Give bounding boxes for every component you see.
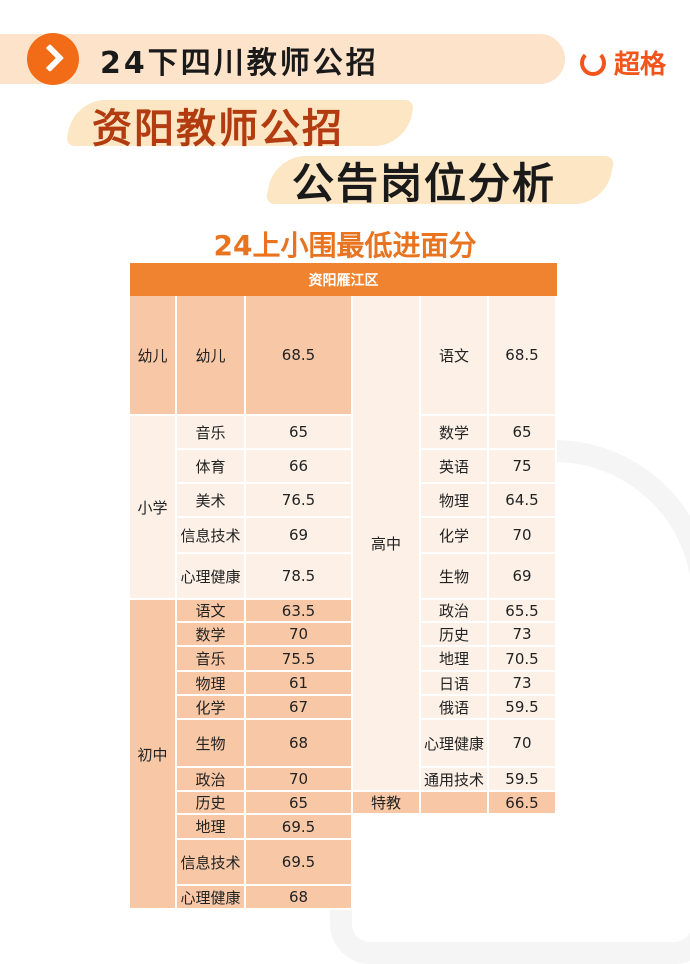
score-cell: 70 xyxy=(246,623,353,647)
table-caption: 24上小围最低进面分 xyxy=(213,229,477,262)
subject-cell: 政治 xyxy=(177,768,246,792)
score-cell: 61 xyxy=(246,672,353,696)
subject-cell: 信息技术 xyxy=(177,840,246,886)
brand-name: 超格 xyxy=(614,50,667,80)
score-cell: 69.5 xyxy=(246,815,353,840)
brand-logo: 超格 xyxy=(580,44,666,81)
score-cell: 69 xyxy=(246,518,353,554)
subject-cell: 日语 xyxy=(421,672,489,696)
score-cell: 73 xyxy=(489,623,557,647)
score-cell: 65 xyxy=(246,792,353,815)
score-cell: 66.5 xyxy=(489,792,557,815)
subject-cell: 俄语 xyxy=(421,696,489,720)
level-cell: 高中 xyxy=(353,296,421,792)
subject-cell: 生物 xyxy=(421,554,489,600)
brand-g-icon xyxy=(580,49,606,76)
score-cell: 68 xyxy=(246,720,353,768)
score-cell: 70 xyxy=(489,518,557,554)
level-cell: 特教 xyxy=(353,792,421,815)
subject-cell: 音乐 xyxy=(177,416,246,450)
subject-cell: 英语 xyxy=(421,450,489,484)
level-cell: 初中 xyxy=(130,600,177,910)
subject-cell: 化学 xyxy=(421,518,489,554)
subject-cell: 数学 xyxy=(177,623,246,647)
subject-cell: 物理 xyxy=(421,484,489,518)
score-cell: 68.5 xyxy=(489,296,557,416)
subject-cell: 历史 xyxy=(177,792,246,815)
subject-cell: 地理 xyxy=(421,647,489,672)
score-cell: 67 xyxy=(246,696,353,720)
score-cell: 75.5 xyxy=(246,647,353,672)
subject-cell: 心理健康 xyxy=(177,886,246,910)
score-cell: 65 xyxy=(246,416,353,450)
subject-cell: 语文 xyxy=(421,296,489,416)
header-banner xyxy=(0,34,565,84)
score-table: 资阳雁江区 幼儿 幼儿 68.5 小学 音乐 65 体育 66 美术 76.5 信息技术 69 心理健康… xyxy=(130,263,557,910)
subject-cell: 通用技术 xyxy=(421,768,489,792)
main-subtitle: 公告岗位分析 xyxy=(292,159,557,208)
score-cell: 69.5 xyxy=(246,840,353,886)
level-cell: 幼儿 xyxy=(130,296,177,416)
subject-cell: 地理 xyxy=(177,815,246,840)
score-cell: 73 xyxy=(489,672,557,696)
subject-cell: 信息技术 xyxy=(177,518,246,554)
score-cell: 65.5 xyxy=(489,600,557,623)
score-cell: 63.5 xyxy=(246,600,353,623)
score-cell: 64.5 xyxy=(489,484,557,518)
score-cell: 68 xyxy=(246,886,353,910)
subject-cell: 物理 xyxy=(177,672,246,696)
main-title: 资阳教师公招 xyxy=(92,106,344,152)
subject-cell: 体育 xyxy=(177,450,246,484)
subject-cell: 心理健康 xyxy=(421,720,489,768)
subject-cell: 音乐 xyxy=(177,647,246,672)
score-cell: 59.5 xyxy=(489,696,557,720)
score-cell: 75 xyxy=(489,450,557,484)
score-cell: 76.5 xyxy=(246,484,353,518)
subject-cell: 心理健康 xyxy=(177,554,246,600)
subject-cell: 数学 xyxy=(421,416,489,450)
subject-cell: 美术 xyxy=(177,484,246,518)
subject-cell xyxy=(421,792,489,815)
score-cell: 69 xyxy=(489,554,557,600)
score-cell: 78.5 xyxy=(246,554,353,600)
score-cell: 70 xyxy=(489,720,557,768)
score-cell: 70 xyxy=(246,768,353,792)
score-cell: 65 xyxy=(489,416,557,450)
chevron-right-icon xyxy=(27,33,79,85)
subject-cell: 生物 xyxy=(177,720,246,768)
subject-cell: 语文 xyxy=(177,600,246,623)
subject-cell: 化学 xyxy=(177,696,246,720)
banner-title: 24下四川教师公招 xyxy=(100,46,379,81)
score-cell: 59.5 xyxy=(489,768,557,792)
score-cell: 70.5 xyxy=(489,647,557,672)
table-header-region: 资阳雁江区 xyxy=(130,263,557,296)
score-cell: 68.5 xyxy=(246,296,353,416)
subject-cell: 政治 xyxy=(421,600,489,623)
level-cell: 小学 xyxy=(130,416,177,600)
score-cell: 66 xyxy=(246,450,353,484)
subject-cell: 幼儿 xyxy=(177,296,246,416)
subject-cell: 历史 xyxy=(421,623,489,647)
